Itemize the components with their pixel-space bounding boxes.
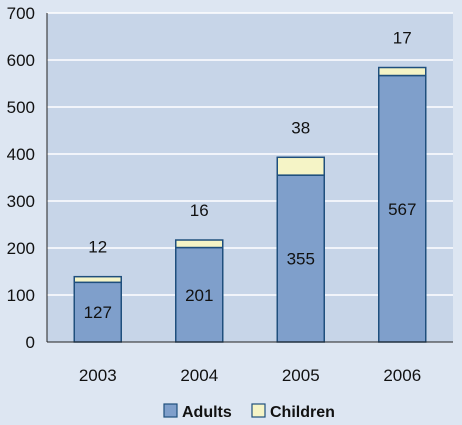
x-tick-label-2006: 2006 bbox=[383, 366, 421, 385]
y-tick-label-700: 700 bbox=[7, 4, 35, 23]
x-tick-label-2004: 2004 bbox=[180, 366, 218, 385]
legend-swatch-adults bbox=[163, 403, 178, 418]
x-tick-label-2003: 2003 bbox=[79, 366, 117, 385]
bar-children-2005 bbox=[276, 156, 325, 176]
data-label-adults-2004: 201 bbox=[185, 286, 213, 305]
y-tick-label-100: 100 bbox=[7, 286, 35, 305]
y-axis: 0 100 200 300 400 500 600 700 bbox=[7, 4, 48, 352]
data-label-children-2004: 16 bbox=[190, 201, 209, 220]
y-tick-label-500: 500 bbox=[7, 98, 35, 117]
bar-adults-2003 bbox=[73, 281, 122, 343]
legend-label-adults: Adults bbox=[182, 404, 232, 421]
data-label-children-2003: 12 bbox=[88, 238, 107, 257]
data-label-children-2006: 17 bbox=[393, 29, 412, 48]
y-tick-label-600: 600 bbox=[7, 51, 35, 70]
y-tick-label-400: 400 bbox=[7, 145, 35, 164]
data-label-adults-2006: 567 bbox=[388, 200, 416, 219]
x-tick-label-2005: 2005 bbox=[282, 366, 320, 385]
data-label-adults-2005: 355 bbox=[287, 250, 315, 269]
bars: 127 12 201 16 355 38 567 17 bbox=[73, 29, 427, 343]
x-axis: 2003 2004 2005 2006 bbox=[47, 341, 453, 385]
bar-children-2006 bbox=[378, 66, 427, 77]
y-tick-label-300: 300 bbox=[7, 192, 35, 211]
bar-children-2004 bbox=[175, 239, 224, 249]
data-label-children-2005: 38 bbox=[291, 118, 310, 137]
y-tick-label-200: 200 bbox=[7, 239, 35, 258]
legend-label-children: Children bbox=[270, 404, 335, 421]
y-tick-label-0: 0 bbox=[26, 333, 35, 352]
legend: Adults Children bbox=[163, 403, 335, 421]
legend-swatch-children bbox=[251, 403, 266, 418]
bar-children-2003 bbox=[73, 275, 122, 284]
data-label-adults-2003: 127 bbox=[84, 303, 112, 322]
